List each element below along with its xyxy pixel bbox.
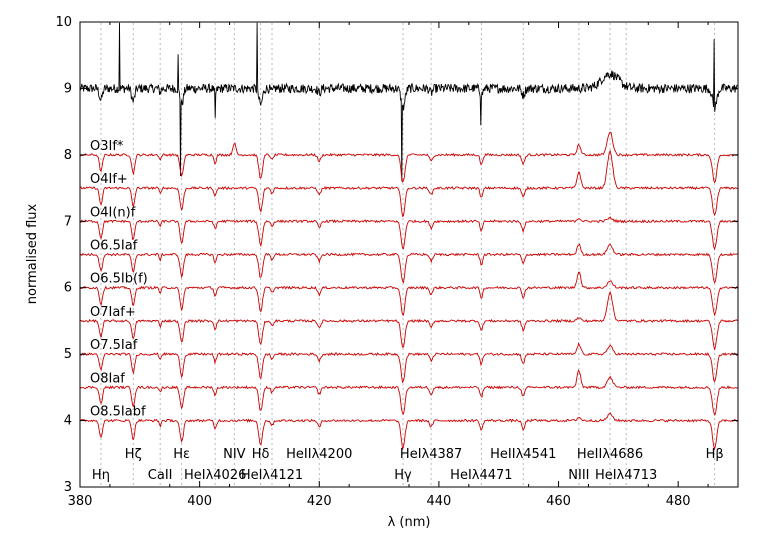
x-tick-label: 440 <box>426 494 451 509</box>
y-tick-label: 9 <box>64 81 72 96</box>
axis-ticks: 380 400 420 440 460 480 3 4 5 6 7 8 9 10 <box>55 15 738 509</box>
spectrum-line <box>79 411 738 451</box>
y-tick-label: 3 <box>64 480 72 495</box>
line-marker-label: Hη <box>92 468 110 483</box>
line-marker-label: HeIIλ4200 <box>286 447 352 462</box>
line-marker-layer <box>100 23 716 486</box>
x-tick-label: 420 <box>307 494 332 509</box>
y-tick-label: 6 <box>64 281 72 296</box>
line-marker-label: Hβ <box>706 447 724 462</box>
series-labels: O3If* O4If+ O4I(n)f O6.5Iaf O6.5Ib(f) O7Iaf+ O… <box>90 139 148 420</box>
spectrum-line <box>79 369 738 416</box>
line-marker-label: Hζ <box>125 447 142 462</box>
spectrum-line <box>79 22 738 182</box>
x-tick-label: 480 <box>666 494 691 509</box>
line-marker-label: HeIIλ4541 <box>490 447 556 462</box>
y-tick-label: 8 <box>64 148 72 163</box>
line-marker-label: HeIλ4387 <box>400 447 462 462</box>
x-axis-label: λ (nm) <box>388 515 431 530</box>
y-axis-label: normalised flux <box>25 203 40 304</box>
y-tick-label: 7 <box>64 214 72 229</box>
line-marker-label: HeIλ4121 <box>241 468 303 483</box>
line-marker-label: CaII <box>148 468 173 483</box>
spectrum-line <box>79 341 738 384</box>
spectrum-label: O8.5Iabf <box>90 405 146 420</box>
x-tick-label: 460 <box>546 494 571 509</box>
spectrum-line <box>80 290 738 350</box>
spectrum-line <box>79 243 738 284</box>
line-marker-label: NIV <box>223 447 246 462</box>
spectrum-label: O4If+ <box>90 172 128 187</box>
spectrum-label: O8Iaf <box>90 371 125 386</box>
x-tick-label: 400 <box>187 494 212 509</box>
spectrum-label: O6.5Ib(f) <box>90 272 148 287</box>
spectrum-label: O6.5Iaf <box>90 239 138 254</box>
y-tick-label: 5 <box>64 347 72 362</box>
line-marker-label: Hε <box>173 447 190 462</box>
y-tick-label: 4 <box>64 414 72 429</box>
x-tick-label: 380 <box>68 494 93 509</box>
plot-frame <box>79 21 739 488</box>
spectra-layer <box>79 22 738 451</box>
line-marker-label: NIII <box>568 468 589 483</box>
spectrum-line <box>79 271 738 317</box>
spectrum-label: O7.5Iaf <box>90 338 138 353</box>
y-tick-label: 10 <box>55 15 72 30</box>
spectrum-label: O4I(n)f <box>90 205 136 220</box>
line-marker-label: Hγ <box>394 468 412 483</box>
line-marker-label: HeIλ4713 <box>595 468 657 483</box>
spectrum-line <box>79 131 738 184</box>
line-marker-label: Hδ <box>252 447 270 462</box>
spectrum-label: O7Iaf+ <box>90 305 136 320</box>
line-marker-label: HeIIλ4686 <box>577 447 643 462</box>
spectrum-line <box>79 216 738 251</box>
spectrum-line <box>79 149 738 217</box>
line-marker-label: HeIλ4471 <box>450 468 512 483</box>
line-marker-label: HeIλ4026 <box>184 468 246 483</box>
spectrum-label: O3If* <box>90 139 124 154</box>
